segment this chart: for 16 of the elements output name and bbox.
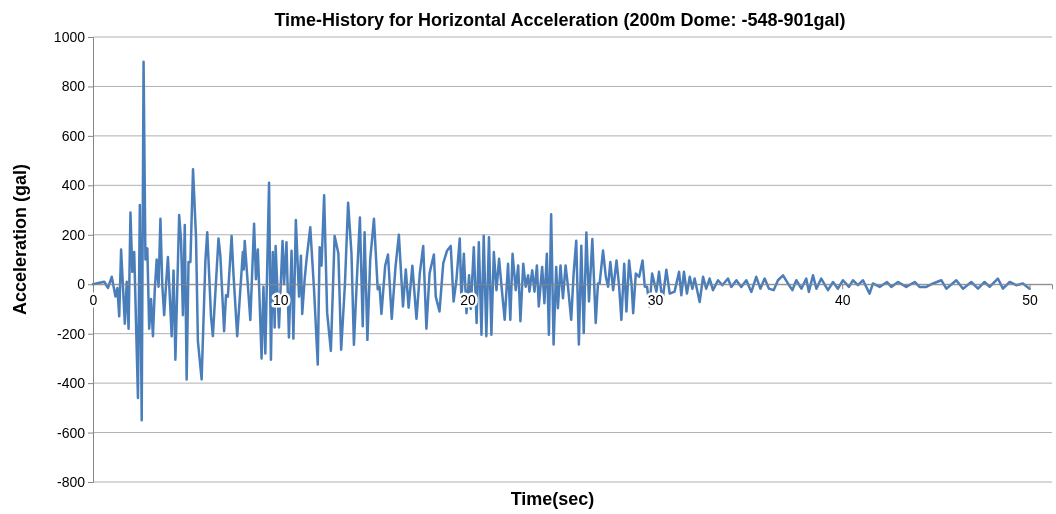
chart-title: Time-History for Horizontal Acceleration (200m Dome: -548-901gal) (274, 10, 846, 30)
y-axis-title: Acceleration (gal) (10, 163, 30, 316)
y-tick-label: -600 (56, 424, 86, 441)
y-tick-label: 200 (61, 226, 86, 243)
y-tick-label: 1000 (53, 28, 86, 45)
y-tick-label: -400 (56, 375, 86, 392)
y-tick-label: -800 (56, 473, 86, 490)
y-tick-label: 800 (61, 78, 86, 95)
x-tick-label: 0 (89, 291, 98, 308)
y-tick-label: -200 (56, 325, 86, 342)
x-tick-label: 40 (834, 291, 851, 308)
y-tick-label: 600 (61, 127, 86, 144)
y-tick-label: 0 (77, 276, 86, 293)
x-axis-title: Time(sec) (510, 489, 595, 509)
x-tick-label: 50 (1022, 291, 1039, 308)
y-tick-label: 400 (61, 177, 86, 194)
